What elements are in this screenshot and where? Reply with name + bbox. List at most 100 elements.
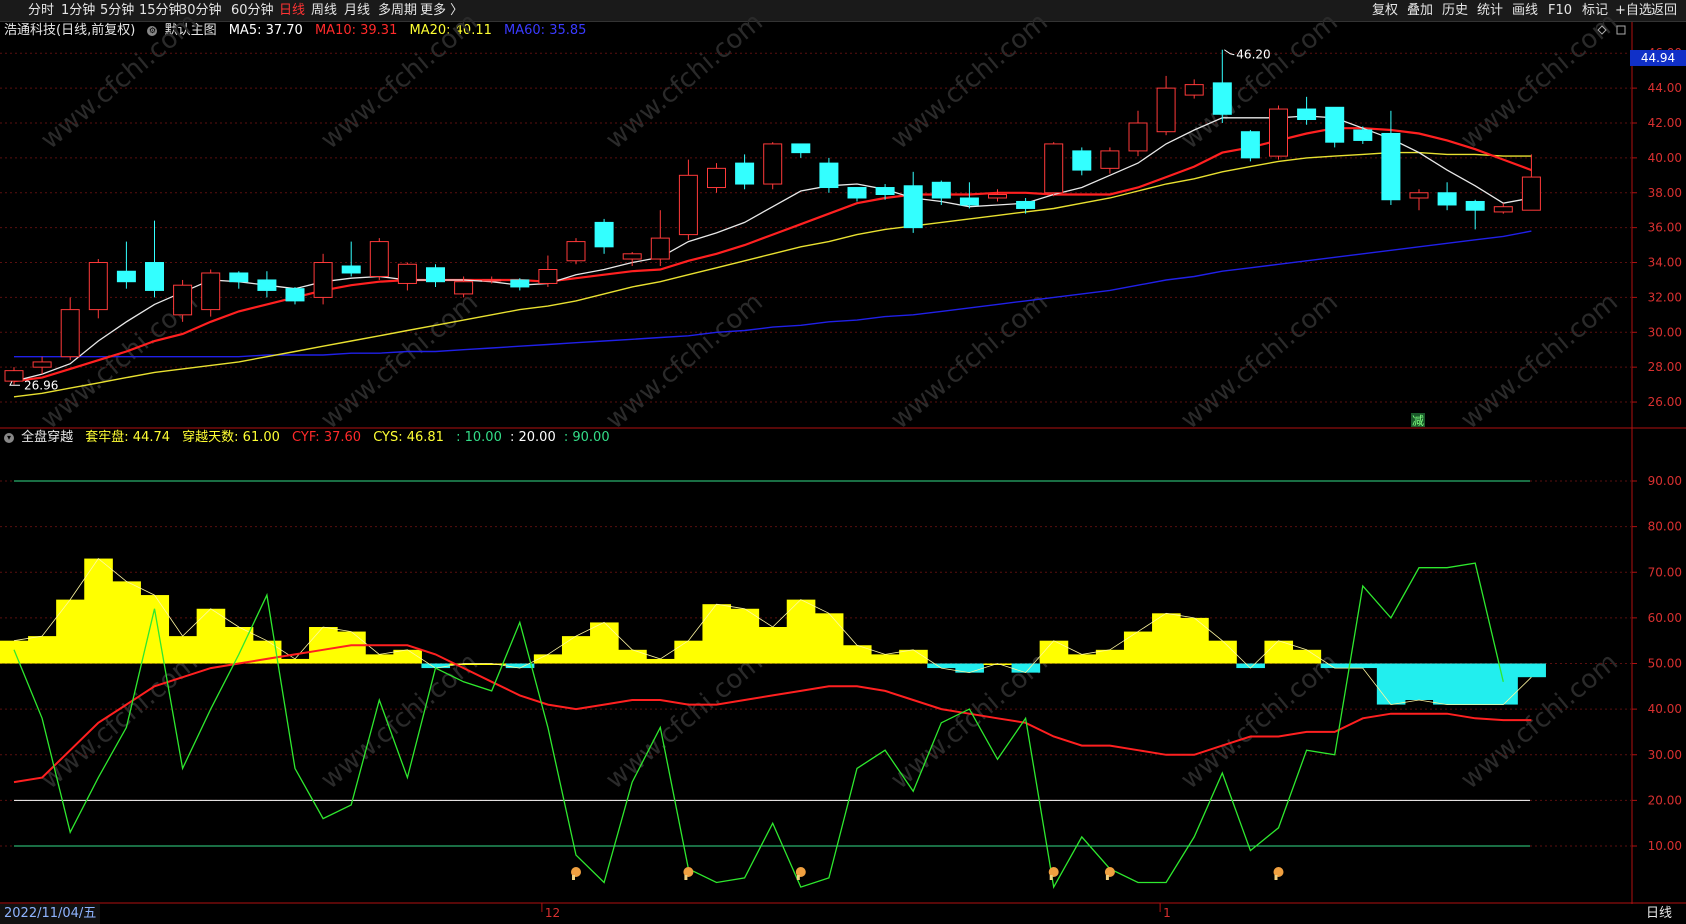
price-tick-label-9: 44.00 bbox=[1648, 81, 1682, 95]
ind-bar-51 bbox=[1433, 663, 1462, 705]
ind-tick-label-1: 20.00 bbox=[1648, 793, 1682, 807]
watermark-12: www.cfchi.com bbox=[35, 647, 204, 795]
candle-20 bbox=[566, 238, 586, 265]
candle-35 bbox=[988, 189, 1007, 202]
candle-44 bbox=[1240, 129, 1260, 162]
ind-bar-52 bbox=[1461, 663, 1490, 705]
candle-15 bbox=[426, 264, 445, 287]
toolbar-right-3[interactable]: 统计 bbox=[1477, 3, 1504, 18]
candle-54 bbox=[1521, 154, 1541, 211]
watermark-8: www.cfchi.com bbox=[600, 287, 769, 435]
top-toolbar: 分时 1分钟 5分钟 15分钟 30分钟 60分钟 日线 周线 月线 多周期 更多 〉 复权 叠加 历史统… bbox=[0, 0, 1686, 22]
period-0[interactable]: 分时 bbox=[28, 3, 55, 18]
ind-tick-label-7: 80.00 bbox=[1648, 520, 1682, 534]
ind-bar-3 bbox=[84, 558, 113, 664]
ind-bar-48 bbox=[1348, 663, 1378, 669]
candle-1 bbox=[32, 356, 52, 375]
ind-bar-16 bbox=[449, 663, 479, 665]
ind-bar-17 bbox=[477, 663, 507, 665]
ind-bar-53 bbox=[1489, 663, 1518, 705]
candle-0 bbox=[4, 367, 24, 385]
candle-34 bbox=[959, 182, 979, 209]
period-button[interactable]: 日线 bbox=[1645, 906, 1672, 921]
settings-circle-icon[interactable]: ⚙ bbox=[147, 25, 158, 36]
candle-9 bbox=[257, 271, 277, 298]
ind-bar-26 bbox=[730, 608, 760, 664]
watermark-7: www.cfchi.com bbox=[315, 287, 484, 435]
ind-bar-outline bbox=[13, 558, 1532, 706]
period-1[interactable]: 1分钟 bbox=[61, 3, 96, 18]
period-9[interactable]: 多周期 bbox=[378, 3, 418, 18]
indicator-toggle-icon[interactable]: ▾ bbox=[4, 432, 14, 443]
watermark-14: www.cfchi.com bbox=[600, 647, 769, 795]
period-7[interactable]: 周线 bbox=[311, 3, 338, 18]
candle-51 bbox=[1437, 182, 1457, 211]
ind-bar-50 bbox=[1404, 663, 1434, 700]
period-4[interactable]: 30分钟 bbox=[179, 3, 222, 18]
watermark-13: www.cfchi.com bbox=[315, 647, 484, 795]
ind-bar-39 bbox=[1095, 649, 1125, 664]
candle-19 bbox=[538, 255, 558, 287]
toolbar-right-1[interactable]: 叠加 bbox=[1407, 3, 1434, 18]
ind-bar-13 bbox=[365, 654, 394, 664]
watermark-1: www.cfchi.com bbox=[315, 7, 484, 155]
current-price-tag: 44.94 bbox=[1630, 50, 1686, 66]
ind-bar-40 bbox=[1123, 631, 1153, 664]
toolbar-right-7[interactable]: +自选 bbox=[1615, 3, 1652, 18]
ind-bar-46 bbox=[1292, 649, 1322, 664]
price-tick-label-8: 42.00 bbox=[1648, 116, 1682, 130]
candle-6 bbox=[173, 279, 193, 322]
ind-bar-5 bbox=[140, 595, 170, 664]
ind-bar-4 bbox=[112, 581, 141, 664]
ind-bar-49 bbox=[1376, 663, 1406, 705]
stock-title[interactable]: 浩通科技(日线,前复权) bbox=[4, 23, 136, 38]
period-10[interactable]: 更多 〉 bbox=[420, 3, 464, 18]
ind-bar-29 bbox=[814, 613, 844, 664]
ind-bar-11 bbox=[309, 627, 338, 664]
period-2[interactable]: 5分钟 bbox=[100, 3, 135, 18]
candle-21 bbox=[594, 218, 614, 254]
ma60-line bbox=[14, 230, 1532, 358]
candle-32 bbox=[903, 171, 923, 233]
days-value: 穿越天数: 61.00 bbox=[182, 430, 280, 445]
main-chart-legend: 浩通科技(日线,前复权) ⚙ 默认主图 MA5: 37.70 MA10: 39.… bbox=[4, 22, 594, 40]
ma20-value: MA20: 40.11 bbox=[409, 23, 492, 38]
template-name[interactable]: 默认主图 bbox=[164, 23, 217, 38]
watermark-11: www.cfchi.com bbox=[1455, 287, 1624, 435]
period-8[interactable]: 月线 bbox=[344, 3, 371, 18]
ind-bar-34 bbox=[955, 663, 984, 673]
watermark-2: www.cfchi.com bbox=[600, 7, 769, 155]
ind-bar-22 bbox=[618, 649, 647, 664]
watermark-3: www.cfchi.com bbox=[885, 7, 1054, 155]
indicator-legend: ▾ 全盘穿越 套牢盘: 44.74 穿越天数: 61.00 CYF: 37.60… bbox=[4, 429, 618, 447]
buy-marker-2 bbox=[795, 867, 806, 880]
candle-10 bbox=[285, 286, 305, 305]
toolbar-right-4[interactable]: 画线 bbox=[1512, 3, 1539, 18]
ref10-value: : 10.00 bbox=[456, 430, 502, 445]
ind-tick-label-6: 70.00 bbox=[1648, 565, 1682, 579]
toolbar-right-0[interactable]: 复权 bbox=[1372, 3, 1399, 18]
price-tick-label-2: 30.00 bbox=[1648, 325, 1682, 339]
ind-bar-37 bbox=[1039, 640, 1069, 664]
ind-bar-6 bbox=[168, 636, 198, 664]
ind-bar-19 bbox=[533, 654, 563, 664]
candle-42 bbox=[1184, 79, 1204, 99]
toolbar-right-5[interactable]: F10 bbox=[1548, 3, 1573, 18]
price-tick-label-0: 26.00 bbox=[1648, 395, 1682, 409]
ind-tick-label-4: 50.00 bbox=[1648, 657, 1682, 671]
buy-marker-4 bbox=[1104, 867, 1115, 880]
candle-41 bbox=[1156, 75, 1176, 136]
toolbar-right-2[interactable]: 历史 bbox=[1442, 3, 1469, 18]
ind-bar-33 bbox=[927, 663, 956, 669]
toolbar-right-6[interactable]: 标记 bbox=[1582, 3, 1609, 18]
period-6[interactable]: 日线 bbox=[279, 3, 306, 18]
ma20-line bbox=[13, 151, 1532, 398]
period-5[interactable]: 60分钟 bbox=[231, 3, 274, 18]
ind-bar-18 bbox=[505, 663, 535, 669]
candle-25 bbox=[707, 163, 726, 193]
toolbar-right-8[interactable]: 返回 bbox=[1651, 3, 1678, 18]
ind-tick-label-2: 30.00 bbox=[1648, 748, 1682, 762]
period-3[interactable]: 15分钟 bbox=[139, 3, 182, 18]
indicator-name[interactable]: 全盘穿越 bbox=[21, 430, 74, 445]
